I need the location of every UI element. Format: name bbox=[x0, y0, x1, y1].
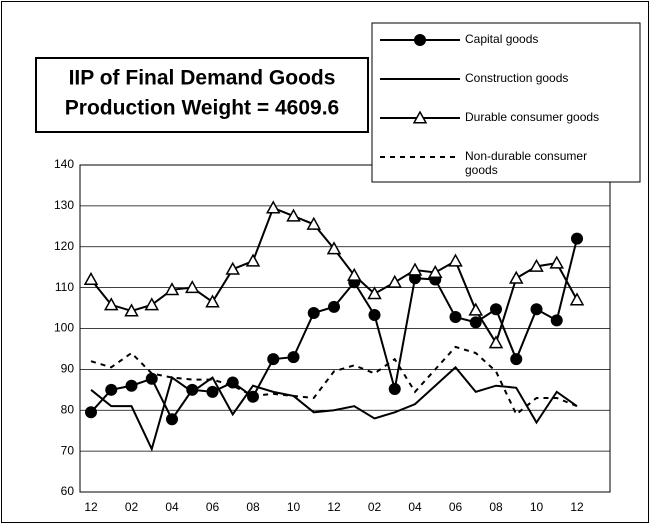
x-tick-label: 12 bbox=[327, 500, 341, 514]
marker bbox=[184, 280, 200, 294]
x-tick-label: 02 bbox=[125, 500, 139, 514]
marker bbox=[571, 232, 583, 245]
marker bbox=[449, 311, 462, 324]
chart-title: IIP of Final Demand Goods bbox=[69, 67, 336, 90]
legend-box bbox=[371, 22, 641, 183]
marker bbox=[469, 316, 482, 329]
marker bbox=[287, 351, 300, 364]
marker bbox=[346, 267, 362, 281]
legend-item: Capital goods bbox=[465, 32, 539, 46]
marker bbox=[125, 379, 138, 392]
marker bbox=[468, 302, 484, 316]
marker bbox=[388, 382, 401, 395]
x-tick-label: 06 bbox=[206, 500, 220, 514]
marker bbox=[286, 208, 301, 222]
series-line bbox=[90, 345, 578, 416]
marker bbox=[245, 253, 261, 267]
legend-label: Durable consumer goods bbox=[465, 110, 600, 124]
marker bbox=[508, 270, 524, 284]
legend-item: Durable consumer goods bbox=[465, 110, 600, 124]
marker bbox=[368, 309, 381, 322]
marker bbox=[510, 353, 523, 366]
y-tick-label: 110 bbox=[55, 280, 74, 294]
x-tick-label: 06 bbox=[449, 500, 463, 514]
marker bbox=[490, 303, 502, 316]
x-tick-label: 04 bbox=[408, 500, 422, 514]
y-tick-label: 120 bbox=[54, 239, 74, 253]
legend-label: Non-durable consumer goods bbox=[465, 149, 588, 177]
marker bbox=[186, 383, 199, 396]
chart-subtitle: Production Weight = 4609.6 bbox=[65, 97, 339, 120]
y-tick-label: 90 bbox=[61, 362, 75, 376]
x-tick-label: 08 bbox=[246, 500, 260, 514]
marker bbox=[488, 335, 504, 349]
marker bbox=[164, 282, 180, 296]
y-tick-label: 60 bbox=[61, 484, 75, 498]
marker bbox=[387, 274, 403, 288]
marker bbox=[166, 413, 178, 426]
marker bbox=[265, 200, 281, 214]
marker bbox=[144, 297, 160, 311]
y-tick-label: 130 bbox=[54, 198, 74, 212]
marker bbox=[307, 306, 320, 319]
x-tick-label: 12 bbox=[570, 500, 584, 514]
marker bbox=[326, 241, 342, 255]
marker bbox=[328, 300, 340, 313]
series-line bbox=[90, 365, 578, 452]
marker bbox=[85, 406, 97, 419]
legend-label: Capital goods bbox=[465, 32, 539, 46]
marker bbox=[530, 303, 543, 316]
marker bbox=[427, 264, 443, 279]
marker bbox=[306, 216, 322, 230]
marker bbox=[103, 297, 119, 311]
marker bbox=[105, 383, 118, 396]
marker bbox=[205, 294, 220, 308]
y-tick-label: 100 bbox=[54, 321, 74, 335]
marker bbox=[407, 262, 423, 276]
marker bbox=[412, 110, 428, 124]
marker bbox=[247, 390, 259, 403]
marker bbox=[550, 314, 563, 327]
marker bbox=[549, 255, 565, 269]
x-tick-label: 08 bbox=[489, 500, 503, 514]
x-tick-label: 10 bbox=[287, 500, 301, 514]
legend-item: Construction goods bbox=[465, 71, 569, 85]
x-tick-label: 12 bbox=[84, 500, 98, 514]
legend-item: Non-durable consumer goods bbox=[465, 149, 588, 177]
x-tick-label: 02 bbox=[368, 500, 382, 514]
marker bbox=[225, 261, 241, 275]
legend-label: Construction goods bbox=[465, 71, 569, 85]
y-tick-label: 80 bbox=[61, 402, 75, 416]
y-tick-label: 70 bbox=[61, 443, 75, 457]
x-tick-label: 10 bbox=[530, 500, 544, 514]
marker bbox=[529, 258, 544, 272]
marker bbox=[267, 353, 280, 366]
x-tick-label: 04 bbox=[165, 500, 179, 514]
marker bbox=[145, 372, 158, 385]
marker bbox=[367, 286, 382, 300]
y-tick-label: 140 bbox=[54, 157, 74, 171]
marker bbox=[83, 271, 99, 285]
marker bbox=[569, 292, 585, 306]
marker bbox=[414, 34, 426, 46]
marker bbox=[448, 253, 463, 267]
marker bbox=[226, 376, 239, 389]
title-box bbox=[35, 57, 369, 133]
marker bbox=[206, 385, 219, 398]
marker bbox=[124, 303, 139, 317]
